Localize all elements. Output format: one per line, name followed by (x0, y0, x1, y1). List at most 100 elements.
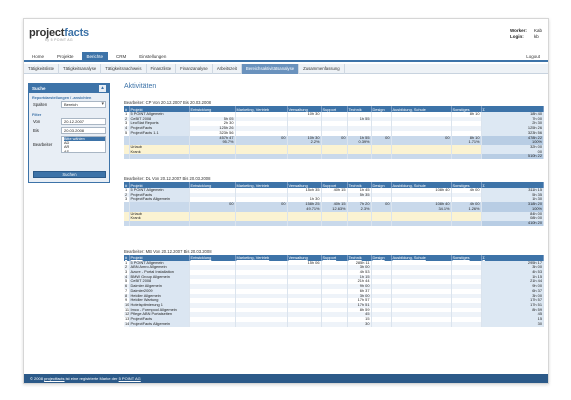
table-cell (371, 149, 392, 155)
column-header[interactable]: # (124, 182, 130, 189)
bearbeiter-option[interactable]: AS (64, 149, 70, 153)
table-cell (287, 284, 322, 289)
table-cell (189, 279, 236, 285)
table-cell (451, 274, 482, 280)
table-cell: ProjectFacts (129, 317, 190, 322)
table-cell: 40h 15 (321, 188, 348, 193)
column-header[interactable]: Σ (481, 182, 544, 189)
table-cell (451, 279, 482, 285)
table-cell: BMW Group Allgemein (129, 274, 190, 280)
table-cell: 15h 06 (287, 260, 322, 266)
activity-table-block: Bearbeiter: DL Von 20.12.2007 Bis 20.03.… (124, 176, 544, 226)
table-cell: 1h 45 (347, 188, 372, 193)
table-cell: 478h 22 (481, 135, 544, 141)
column-header[interactable]: Σ (481, 254, 544, 261)
column-header[interactable]: Projekt (129, 254, 190, 261)
column-header[interactable]: Support (321, 182, 348, 189)
main-tab-crm[interactable]: CRM (116, 54, 127, 59)
column-header[interactable]: Entwicklung (189, 254, 236, 261)
table-cell: CeBIT 2008 (129, 116, 190, 122)
column-header[interactable]: Verwaltung (287, 182, 322, 189)
table-cell (451, 284, 482, 289)
bearbeiter-option[interactable]: AD (64, 141, 70, 146)
table-cell (235, 140, 288, 145)
column-header[interactable]: Sonstiges (451, 106, 482, 112)
column-header[interactable]: Support (321, 254, 348, 261)
column-header[interactable]: Entwicklung (189, 182, 236, 189)
bis-date-input[interactable]: 20.03.2008 (61, 127, 106, 134)
column-header[interactable]: Ausbildung, Schule (391, 106, 452, 112)
search-button[interactable]: Suchen (33, 171, 106, 178)
footer-projectfacts-link[interactable]: projectfacts (44, 376, 65, 381)
column-header[interactable]: Technik (347, 182, 372, 189)
sub-tab-1[interactable]: Tätigkeitsanalyse (59, 64, 102, 74)
table-cell (391, 130, 452, 136)
sub-tab-2[interactable]: Tätigkeitsnachweis (101, 64, 147, 74)
table-cell: 7h 00 (481, 116, 544, 122)
table-cell: 3 (124, 270, 130, 275)
table-cell (235, 312, 288, 318)
table-cell: 95.7% (189, 140, 236, 145)
table-cell (321, 274, 348, 280)
bearbeiter-listbox[interactable]: Bitte wählen AD AR AS (61, 136, 106, 153)
bearbeiter-option[interactable]: Bitte wählen (64, 137, 105, 142)
column-header[interactable]: # (124, 106, 130, 112)
column-header[interactable]: Technik (347, 254, 372, 261)
sub-tab-3[interactable]: Finanzliste (147, 64, 177, 74)
column-header[interactable]: Ausbildung, Schule (391, 254, 452, 261)
column-header[interactable]: Support (321, 106, 348, 112)
column-header[interactable]: Verwaltung (287, 106, 322, 112)
table-cell (371, 130, 392, 136)
table-cell: 6h 37 (481, 288, 544, 294)
column-header[interactable]: Design (371, 182, 392, 189)
table-cell: LeoStat Reports (129, 121, 190, 127)
table-cell (235, 197, 288, 203)
sub-tab-6[interactable]: Bereichsaktivitätsanalyse (241, 64, 300, 74)
table-cell (451, 197, 482, 203)
table-cell (391, 312, 452, 318)
sub-tab-7[interactable]: Zusammenfassung (299, 64, 345, 74)
von-date-input[interactable]: 20.12.2007 (61, 118, 106, 125)
table-cell: 410h 20 (481, 220, 544, 226)
sub-tab-0[interactable]: Tätigkeitsliste (24, 64, 60, 74)
column-header[interactable]: Ausbildung, Schule (391, 182, 452, 189)
spalten-select[interactable]: Bereich (61, 101, 106, 108)
column-header[interactable]: Sonstiges (451, 254, 482, 261)
column-header[interactable]: # (124, 254, 130, 261)
table-cell (391, 321, 452, 327)
column-header[interactable]: Design (371, 106, 392, 112)
column-header[interactable]: Design (371, 254, 392, 261)
column-header[interactable]: Entwicklung (189, 106, 236, 112)
main-tab-einstellungen[interactable]: Einstellungen (139, 54, 167, 59)
logout-link[interactable]: Logout (526, 54, 540, 59)
column-header[interactable]: Sonstiges (451, 182, 482, 189)
bearbeiter-option[interactable]: AR (64, 145, 70, 150)
main-content: Aktivitäten Bearbeiter: CP Von 20.12.200… (124, 83, 544, 327)
table-cell (321, 260, 348, 266)
main-tab-berichte[interactable]: Berichte (81, 52, 109, 61)
sub-tab-4[interactable]: Finanzanalyse (176, 64, 213, 74)
column-header[interactable]: Marketing, Vertrieb (235, 182, 288, 189)
table-cell (347, 216, 372, 221)
column-header[interactable]: Σ (481, 106, 544, 112)
table-cell: 2.2% (287, 140, 322, 145)
table-cell (451, 220, 482, 226)
column-header[interactable]: Marketing, Vertrieb (235, 106, 288, 112)
table-cell: Imco - Formpool Allgemein (129, 307, 190, 313)
collapse-icon[interactable]: ▴ (99, 85, 106, 92)
column-header[interactable]: Projekt (129, 106, 190, 112)
table-cell (321, 121, 348, 127)
column-header[interactable]: Marketing, Vertrieb (235, 254, 288, 261)
footer-5point-link[interactable]: 5 POINT AG (118, 376, 141, 381)
sub-tab-5[interactable]: Arbeitszeit (213, 64, 242, 74)
table-cell: 8h 10 (451, 135, 482, 141)
table-cell (391, 279, 452, 285)
main-tab-projekte[interactable]: Projekte (57, 54, 74, 59)
table-cell (287, 307, 322, 313)
sub-navigation: Tätigkeitsliste Tätigkeitsanalyse Tätigkei… (24, 64, 548, 74)
column-header[interactable]: Verwaltung (287, 254, 322, 261)
main-tab-home[interactable]: Home (32, 54, 45, 59)
table-cell: Urlaub (129, 211, 190, 217)
column-header[interactable]: Technik (347, 106, 372, 112)
column-header[interactable]: Projekt (129, 182, 190, 189)
